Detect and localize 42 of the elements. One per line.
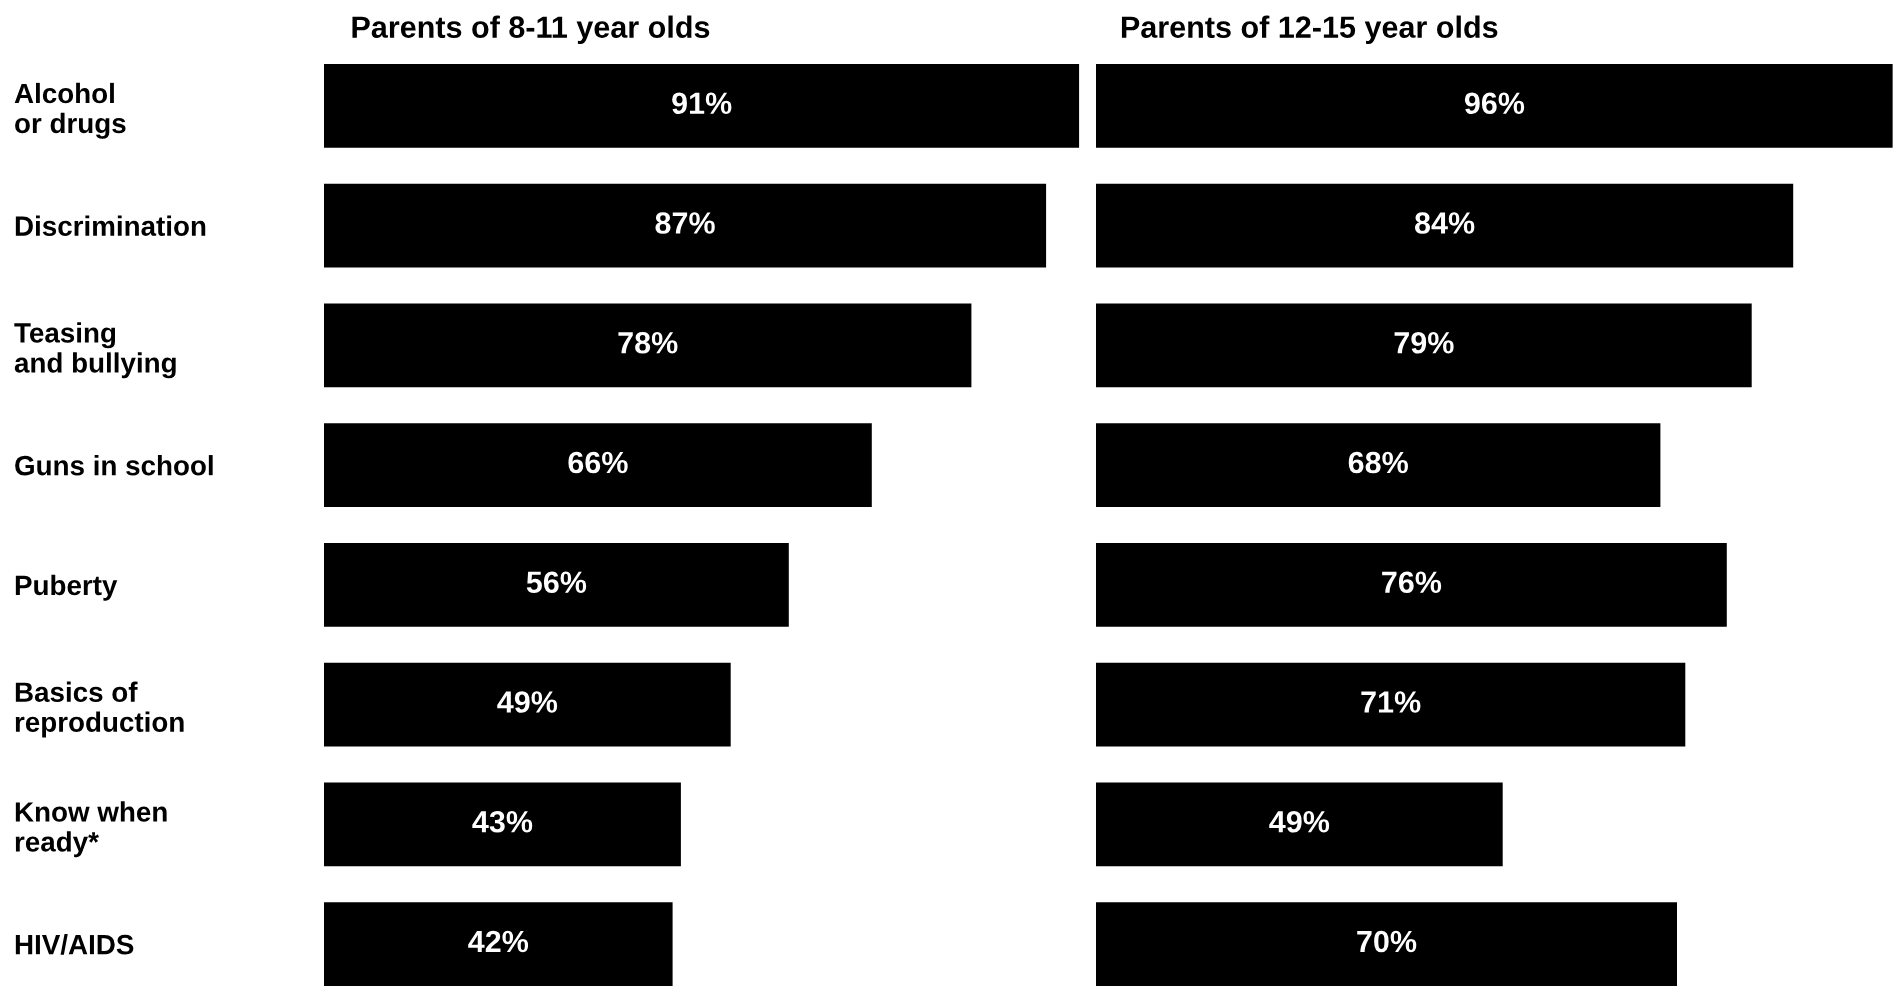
data-label: 56%: [526, 571, 587, 594]
y-tick-label: HIV/AIDS: [15, 934, 134, 955]
data-label: 84%: [1414, 212, 1475, 234]
bar: [324, 423, 872, 508]
data-label: 68%: [1348, 451, 1408, 474]
bar: [1096, 183, 1794, 268]
bar: [1096, 542, 1727, 627]
data-label: 49%: [1269, 810, 1330, 833]
data-label: 79%: [1394, 331, 1454, 354]
data-label: 91%: [672, 92, 732, 115]
data-label: 96%: [1464, 92, 1525, 115]
bar: [324, 902, 673, 987]
data-label: 43%: [472, 810, 533, 833]
y-tick-label: Guns in school: [15, 455, 213, 476]
bar: [1096, 902, 1677, 987]
y-tick-label: Know when ready*: [15, 801, 167, 858]
data-label: 70%: [1357, 930, 1417, 953]
data-label: 78%: [618, 331, 678, 354]
bar: [1096, 63, 1893, 148]
data-label: 87%: [655, 212, 715, 234]
y-tick-label: Discrimination: [15, 215, 206, 236]
data-label: 66%: [568, 451, 628, 474]
bar: [1096, 782, 1503, 867]
bar: [324, 782, 681, 867]
bar: [1096, 423, 1661, 508]
data-label: 42%: [468, 930, 529, 953]
chart-title: Parents of 12-15 year olds: [1121, 15, 1498, 45]
bar: [324, 303, 972, 388]
bar: [324, 63, 1080, 148]
bar: [1096, 662, 1686, 747]
bar: [324, 662, 731, 747]
bar: [324, 542, 789, 627]
y-tick-label: Basics of reproduction: [15, 681, 184, 738]
y-tick-label: Teasing and bullying: [14, 322, 176, 379]
y-tick-label: Alcohol or drugs: [14, 82, 126, 139]
data-label: 71%: [1361, 691, 1421, 713]
bar: [324, 183, 1047, 268]
bar: [1096, 303, 1752, 388]
data-label: 49%: [497, 691, 558, 713]
data-label: 76%: [1382, 571, 1442, 594]
chart-title: Parents of 8-11 year olds: [352, 15, 710, 45]
y-tick-label: Puberty: [15, 574, 118, 601]
